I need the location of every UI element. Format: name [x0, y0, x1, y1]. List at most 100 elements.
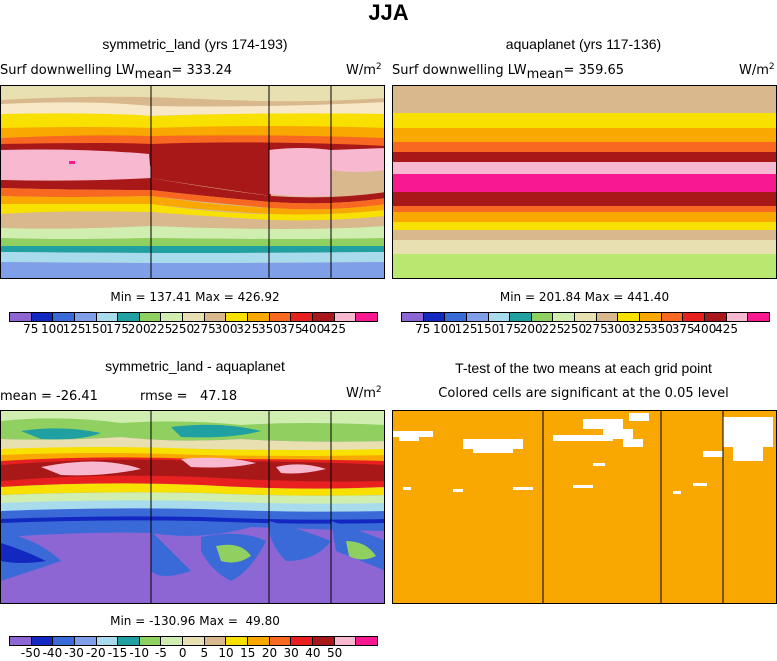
panel2-minmax: Min = 201.84 Max = 441.40	[499, 290, 670, 304]
colorbar-swatch	[226, 313, 249, 321]
colorbar-swatch	[683, 313, 705, 321]
colorbar-swatch	[466, 313, 489, 321]
colorbar-tick-label: 15	[240, 646, 256, 660]
panel3-map	[0, 410, 385, 604]
colorbar-tick-label: -30	[64, 646, 84, 660]
colorbar-tick-label: 75	[23, 322, 39, 336]
colorbar-tick-label: 175	[106, 322, 129, 336]
colorbar-swatch	[748, 313, 769, 321]
main-title: JJA	[368, 0, 409, 25]
panel4-map-svg	[393, 411, 776, 603]
colorbar-tick-label: 175	[498, 322, 521, 336]
colorbar-tick-label: 200	[519, 322, 543, 336]
colorbar-tick-label: -50	[20, 646, 41, 660]
colorbar-tick-label: 300	[606, 322, 630, 336]
colorbar-swatch	[553, 313, 576, 321]
colorbar-swatch	[139, 313, 162, 321]
colorbar-swatch	[139, 637, 162, 645]
panel4-title: T-test of the two means at each grid poi…	[455, 360, 712, 376]
colorbar-tick-label: 30	[283, 646, 299, 660]
colorbar-tick-label: 200	[127, 322, 151, 336]
colorbar-tick-label: 225	[541, 322, 565, 336]
colorbar-tick-label: 0	[178, 646, 187, 660]
colorbar-tick-label: 325	[628, 322, 652, 336]
colorbar-tick-label: 50	[326, 646, 343, 660]
colorbar-swatch	[118, 637, 140, 645]
panel3-rmse: rmse = 47.18	[140, 389, 238, 404]
colorbar-tick-label: 400	[301, 322, 325, 336]
colorbar-tick-label: 10	[218, 646, 234, 660]
panel1-colorbar: 75 100 125 150 175 200 225 250 275 300 325 350 375 40…	[9, 312, 378, 336]
colorbar-swatch	[204, 313, 227, 321]
colorbar-tick-label: 275	[192, 322, 216, 336]
colorbar-tick-label: 325	[236, 322, 260, 336]
panel2-mean-label: Surf downwelling LWmean= 359.65	[392, 63, 625, 82]
colorbar-tick-label: -40	[42, 646, 63, 660]
colorbar-tick-label: 125	[454, 322, 478, 336]
colorbar-swatch	[204, 637, 227, 645]
panel3-title: symmetric_land - aquaplanet	[105, 358, 285, 374]
colorbar-tick-label: 40	[305, 646, 321, 660]
colorbar-swatch	[226, 637, 249, 645]
colorbar-swatch	[334, 313, 357, 321]
panel3-colorbar: -50 -40 -30 -20 -15 -10 -5 0 5 10 15 20 30 40 50	[9, 636, 378, 660]
colorbar-tick-label: 225	[149, 322, 173, 336]
colorbar-swatch	[31, 313, 54, 321]
colorbar-swatch	[312, 637, 335, 645]
colorbar-swatch	[118, 313, 140, 321]
colorbar-tick-label: 350	[258, 322, 281, 336]
colorbar-swatch	[488, 313, 511, 321]
colorbar-tick-label: 5	[200, 646, 209, 660]
colorbar-tick-label: 150	[84, 322, 108, 336]
colorbar-tick-label: 275	[584, 322, 608, 336]
panel3-units: W/m2	[346, 385, 382, 401]
colorbar-tick-label: 300	[214, 322, 238, 336]
panel1-map-svg	[1, 86, 384, 278]
colorbar-swatch	[161, 313, 184, 321]
colorbar-swatch	[291, 637, 313, 645]
colorbar-swatch	[726, 313, 749, 321]
panel1-title: symmetric_land (yrs 174-193)	[102, 36, 288, 52]
colorbar-tick-label: 250	[171, 322, 195, 336]
colorbar-swatch	[334, 637, 357, 645]
panel3-map-svg	[1, 411, 384, 603]
colorbar-swatch	[183, 637, 205, 645]
panel1-minmax: Min = 137.41 Max = 426.92	[110, 290, 280, 304]
colorbar-tick-label: 150	[476, 322, 500, 336]
colorbar-tick-label: 375	[279, 322, 303, 336]
colorbar-swatch	[74, 637, 97, 645]
colorbar-tick-label: 400	[693, 322, 717, 336]
colorbar-tick-label: 350	[650, 322, 673, 336]
colorbar-tick-label: 425	[323, 322, 347, 336]
panel3-mean: mean = -26.41	[0, 389, 98, 404]
colorbar-swatch	[161, 637, 184, 645]
colorbar-swatch	[356, 313, 377, 321]
colorbar-swatch	[618, 313, 641, 321]
colorbar-swatch	[704, 313, 727, 321]
panel2-map-svg	[393, 86, 776, 278]
colorbar-tick-label: 250	[563, 322, 587, 336]
colorbar-tick-label: 375	[671, 322, 695, 336]
colorbar-swatch	[248, 313, 270, 321]
panel2-map	[392, 85, 777, 279]
panel4-map	[392, 410, 777, 604]
colorbar-swatch	[596, 313, 619, 321]
colorbar-swatch	[10, 313, 32, 321]
colorbar-swatch	[575, 313, 597, 321]
colorbar-tick-label: 425	[715, 322, 739, 336]
colorbar-tick-label: 75	[415, 322, 431, 336]
colorbar-swatch	[640, 313, 662, 321]
panel1-units: W/m2	[346, 62, 382, 78]
colorbar-swatch	[53, 637, 75, 645]
colorbar-swatch	[661, 313, 684, 321]
panel2-units: W/m2	[739, 62, 775, 78]
colorbar-swatch	[269, 313, 292, 321]
colorbar-tick-label: 125	[62, 322, 86, 336]
colorbar-swatch	[291, 313, 313, 321]
colorbar-swatch	[53, 313, 75, 321]
colorbar-tick-label: -5	[154, 646, 167, 660]
colorbar-tick-label: -10	[129, 646, 150, 660]
colorbar-tick-label: 100	[40, 322, 64, 336]
colorbar-tick-label: 20	[261, 646, 278, 660]
colorbar-tick-label: -20	[86, 646, 106, 660]
